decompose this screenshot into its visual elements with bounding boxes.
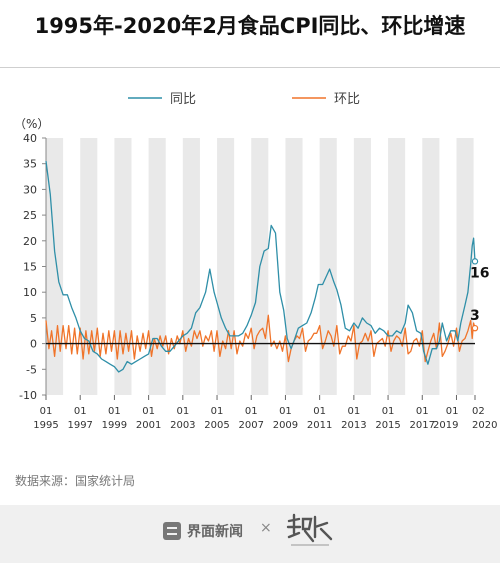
x-tick-month: 01 xyxy=(108,406,121,417)
x-tick-year: 1997 xyxy=(67,420,92,431)
y-tick-label: 5 xyxy=(30,312,37,325)
year-band xyxy=(182,138,200,395)
legend-label: 同比 xyxy=(170,92,196,107)
footer-bar: 界面新闻 × xyxy=(0,505,500,563)
x-tick-month: 01 xyxy=(245,406,258,417)
x-tick-month: 02 xyxy=(472,406,485,417)
x-tick-month: 01 xyxy=(382,406,395,417)
x-axis: 01 1995 01 1997 01 1999 01 2001 01 2003 01 2005 01 20… xyxy=(33,395,497,431)
year-band xyxy=(148,138,166,395)
x-tick-month: 01 xyxy=(416,406,429,417)
end-value-label: 3 xyxy=(470,308,480,324)
end-labels: 16 3 xyxy=(470,258,489,332)
year-band xyxy=(422,138,440,395)
jiemian-logo: 界面新闻 xyxy=(163,521,243,541)
year-band xyxy=(353,138,371,395)
x-tick-year: 1995 xyxy=(33,420,58,431)
series-lines xyxy=(45,161,476,373)
x-tick-year: 2003 xyxy=(170,420,195,431)
logo-separator: × xyxy=(260,520,272,536)
y-tick-label: 25 xyxy=(23,209,37,222)
y-tick-label: -10 xyxy=(19,389,37,402)
x-tick-month: 01 xyxy=(176,406,189,417)
x-tick-month: 01 xyxy=(446,406,459,417)
y-tick-label: 0 xyxy=(30,338,37,351)
y-tick-label: 30 xyxy=(23,183,37,196)
year-band xyxy=(285,138,303,395)
year-band xyxy=(80,138,98,395)
year-band xyxy=(456,138,474,395)
chart-legend: 同比 环比 xyxy=(128,92,360,107)
x-tick-year: 2019 xyxy=(433,420,458,431)
year-band xyxy=(319,138,337,395)
year-bands xyxy=(46,138,474,395)
jiemian-logo-icon xyxy=(163,522,181,540)
y-tick-label: 20 xyxy=(23,235,37,248)
y-tick-label: 15 xyxy=(23,261,37,274)
x-tick-year: 2007 xyxy=(239,420,264,431)
x-tick-year: 2013 xyxy=(341,420,366,431)
x-tick-month: 01 xyxy=(74,406,87,417)
y-axis-unit-label: （%） xyxy=(14,117,49,131)
jiemian-logo-text: 界面新闻 xyxy=(187,524,243,540)
x-tick-month: 01 xyxy=(347,406,360,417)
year-band xyxy=(217,138,235,395)
year-band xyxy=(114,138,132,395)
y-tick-label: 10 xyxy=(23,286,37,299)
x-tick-year: 2005 xyxy=(204,420,229,431)
shuju-logo-icon xyxy=(286,513,333,546)
x-tick-month: 01 xyxy=(279,406,292,417)
x-tick-year: 2011 xyxy=(307,420,332,431)
x-tick-year: 2017 xyxy=(410,420,435,431)
x-tick-year: 1999 xyxy=(102,420,127,431)
y-tick-label: 35 xyxy=(23,158,37,171)
x-tick-month: 01 xyxy=(142,406,155,417)
x-tick-year: 2009 xyxy=(273,420,298,431)
series-line xyxy=(45,314,476,363)
y-tick-label: -5 xyxy=(26,363,37,376)
year-band xyxy=(388,138,406,395)
page-title: 1995年-2020年2月食品CPI同比、环比增速 xyxy=(34,14,466,38)
x-tick-month: 01 xyxy=(211,406,224,417)
series-line xyxy=(45,161,476,373)
x-tick-year: 2001 xyxy=(136,420,161,431)
y-tick-label: 40 xyxy=(23,132,37,145)
y-axis: -10 -5 0 5 10 15 20 25 30 35 40 xyxy=(19,132,47,402)
x-tick-year: 2015 xyxy=(375,420,400,431)
end-marker xyxy=(471,324,479,332)
cpi-line-chart: 同比 环比 （%） -10 -5 0 5 10 15 20 25 30 35 40 01 1995 01 1… xyxy=(14,92,497,431)
legend-label: 环比 xyxy=(334,92,360,107)
x-tick-month: 01 xyxy=(40,406,53,417)
data-source-note: 数据来源：国家统计局 xyxy=(15,474,136,488)
title-divider xyxy=(0,67,500,68)
x-tick-year: 2020 xyxy=(472,420,497,431)
end-marker xyxy=(471,258,479,265)
end-value-label: 16 xyxy=(470,265,489,281)
x-tick-month: 01 xyxy=(313,406,326,417)
